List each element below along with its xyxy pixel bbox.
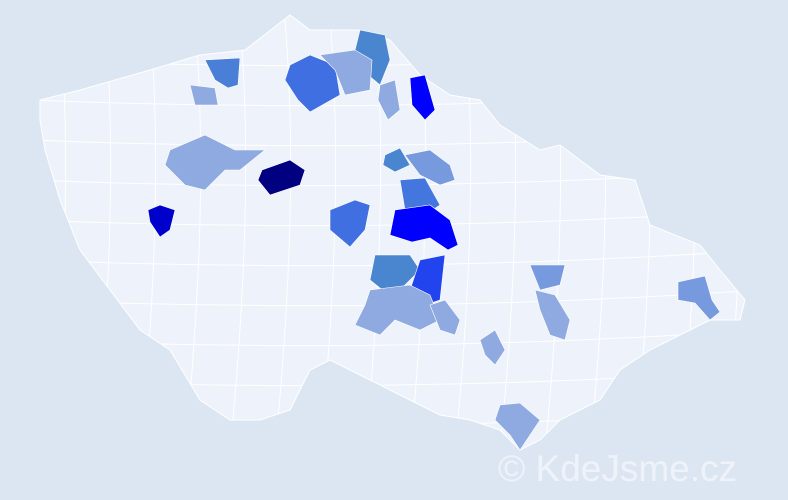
highlighted-district [677,275,721,321]
highlighted-district [529,264,566,291]
highlighted-district [404,149,456,186]
highlighted-district [409,74,436,121]
highlighted-district [534,289,571,341]
highlighted-district [319,49,373,96]
highlighted-district [494,402,541,451]
highlighted-district [479,329,506,366]
highlighted-district [354,284,441,336]
highlighted-district [164,134,266,191]
highlighted-districts [147,29,721,451]
highlighted-district [147,204,176,238]
highlighted-district [284,54,341,113]
highlighted-district [329,199,371,248]
highlighted-district [389,204,459,251]
highlighted-district [257,159,306,196]
highlighted-district [377,79,401,121]
watermark: © KdeJsme.cz [498,448,738,489]
highlighted-district [189,84,219,106]
highlighted-district [204,57,241,89]
highlighted-district [382,147,411,173]
highlighted-district [429,299,461,336]
